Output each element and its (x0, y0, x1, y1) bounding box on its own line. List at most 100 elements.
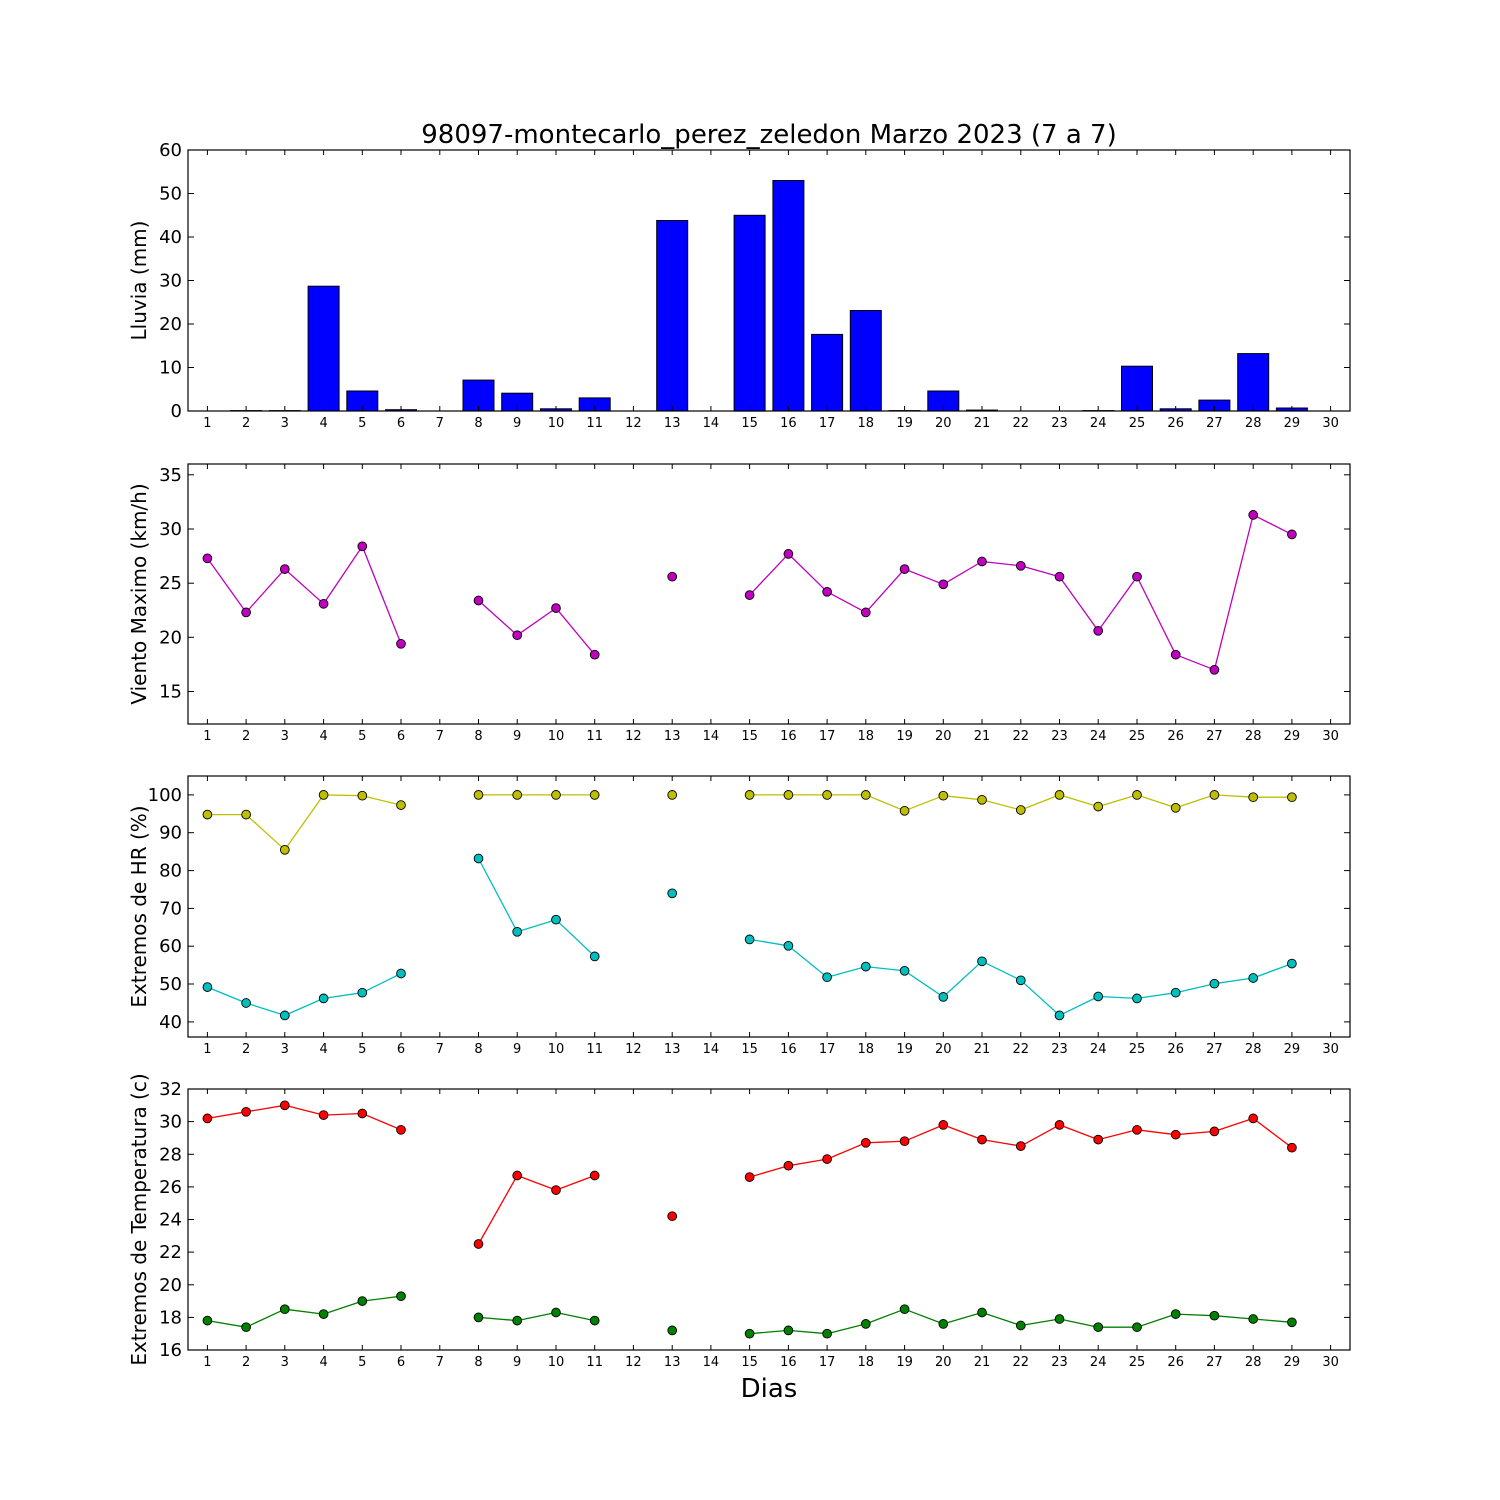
y-tick-label: 30 (159, 519, 182, 540)
line-segment (1214, 1315, 1254, 1320)
x-tick-label: 24 (1090, 1042, 1107, 1057)
point-day-19 (899, 1136, 910, 1147)
line-segment (1175, 1313, 1215, 1317)
x-tick-label: 1 (203, 729, 211, 744)
line-segment (206, 557, 247, 613)
point-day-13 (667, 571, 678, 582)
line-segment (245, 1002, 285, 1017)
point-day-3 (279, 1304, 290, 1315)
x-tick-label: 13 (664, 1042, 681, 1057)
y-tick-label: 40 (159, 227, 182, 248)
line-segment (1136, 576, 1177, 655)
line-segment (245, 1308, 286, 1328)
point-day-21 (977, 794, 987, 805)
x-tick-label: 20 (935, 1355, 952, 1370)
point-day-27 (1209, 790, 1220, 800)
series-1 (202, 1100, 1297, 1249)
point-day-16 (783, 1160, 794, 1171)
point-day-24 (1093, 1322, 1104, 1333)
x-tick-label: 10 (548, 416, 565, 431)
point-day-26 (1170, 1129, 1181, 1140)
y-tick-label: 22 (159, 1242, 182, 1263)
x-tick-label: 25 (1129, 1042, 1146, 1057)
line-segment (981, 560, 1021, 567)
x-tick-label: 6 (397, 729, 405, 744)
x-tick-label: 26 (1167, 1355, 1184, 1370)
y-tick-label: 25 (159, 573, 182, 594)
point-day-16 (783, 549, 794, 559)
line-segment (1136, 1313, 1176, 1328)
x-tick-label: 14 (703, 416, 720, 431)
x-tick-label: 25 (1129, 1355, 1146, 1370)
line-segment (1136, 992, 1176, 1000)
point-day-19 (899, 564, 910, 574)
line-segment (981, 1138, 1021, 1147)
line-segment (981, 1311, 1022, 1327)
point-day-11 (589, 790, 600, 800)
x-tick-label: 25 (1129, 416, 1146, 431)
line-segment (1059, 995, 1099, 1016)
x-tick-label: 10 (548, 729, 565, 744)
line-segment (477, 1175, 518, 1245)
point-day-17 (822, 790, 832, 800)
point-day-25 (1132, 790, 1142, 800)
line-segment (555, 1311, 595, 1322)
series-2 (202, 1291, 1297, 1339)
line-segment (1020, 1318, 1060, 1327)
y-tick-label: 15 (159, 682, 182, 703)
point-day-15 (744, 590, 755, 600)
line-segment (555, 607, 596, 656)
x-axis-label: Dias (741, 1374, 798, 1404)
point-day-24 (1093, 625, 1104, 636)
x-tick-label: 2 (242, 1042, 250, 1057)
point-day-13 (667, 888, 678, 899)
line-segment (1059, 794, 1099, 808)
line-segment (981, 960, 1022, 981)
point-day-10 (551, 914, 561, 925)
x-tick-label: 19 (896, 729, 913, 744)
point-day-19 (899, 1304, 910, 1315)
point-day-11 (589, 649, 600, 660)
point-day-3 (279, 1010, 290, 1021)
x-tick-label: 5 (358, 729, 366, 744)
line-segment (904, 795, 944, 812)
y-tick-label: 28 (159, 1144, 182, 1165)
series-2 (202, 853, 1297, 1021)
x-tick-label: 17 (819, 416, 836, 431)
point-day-5 (357, 541, 368, 552)
bar-day-8 (462, 379, 495, 412)
point-day-9 (512, 926, 523, 937)
y-tick-label: 30 (159, 271, 182, 292)
plot-frame (187, 463, 1351, 725)
line-segment (943, 795, 983, 801)
point-day-22 (1015, 975, 1026, 986)
y-axis-label: Lluvia (mm) (127, 221, 151, 341)
x-tick-label: 3 (281, 729, 289, 744)
y-axis-label: Extremos de Temperatura (c) (127, 1073, 151, 1365)
point-day-4 (318, 993, 329, 1004)
line-segment (1059, 1318, 1099, 1328)
line-segment (245, 1104, 285, 1113)
point-day-17 (822, 586, 832, 597)
line-segment (865, 965, 905, 972)
point-day-10 (551, 1185, 561, 1195)
point-day-24 (1093, 1134, 1104, 1145)
y-tick-label: 35 (159, 465, 182, 486)
point-day-23 (1054, 790, 1065, 800)
line-segment (284, 1308, 324, 1315)
line-segment (1175, 654, 1215, 671)
x-tick-label: 23 (1051, 729, 1068, 744)
point-day-8 (473, 1312, 484, 1323)
point-day-10 (551, 603, 561, 613)
point-day-2 (241, 607, 251, 618)
line-segment (477, 858, 518, 933)
line-segment (1098, 794, 1138, 808)
point-day-20 (938, 579, 949, 590)
x-tick-label: 20 (935, 416, 952, 431)
line-segment (1058, 576, 1099, 632)
x-tick-label: 18 (858, 729, 875, 744)
line-segment (788, 1158, 828, 1167)
bar-day-28 (1237, 353, 1270, 412)
x-tick-label: 16 (780, 416, 797, 431)
line-segment (865, 794, 905, 812)
